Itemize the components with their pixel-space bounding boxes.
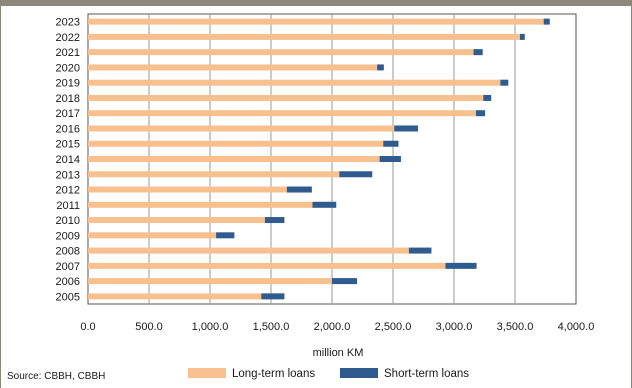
y-tick-label: 2019 bbox=[56, 78, 80, 90]
bar-long-term-2014 bbox=[88, 156, 380, 162]
y-tick-label: 2015 bbox=[56, 139, 80, 151]
y-tick-label: 2010 bbox=[56, 215, 80, 227]
frame-border-left bbox=[0, 6, 1, 388]
y-tick-label: 2023 bbox=[56, 17, 80, 29]
bar-long-term-2005 bbox=[88, 293, 262, 300]
bar-short-term-2020 bbox=[377, 64, 384, 71]
y-tick-label: 2009 bbox=[56, 230, 80, 242]
legend-label-long-term: Long-term loans bbox=[232, 368, 315, 380]
y-tick-label: 2022 bbox=[56, 32, 80, 44]
x-tick-label: 4,000.0 bbox=[558, 321, 595, 333]
y-tick-label: 2021 bbox=[56, 47, 80, 59]
y-tick-label: 2016 bbox=[56, 123, 80, 135]
bar-short-term-2022 bbox=[519, 33, 525, 40]
y-tick-label: 2014 bbox=[56, 154, 80, 166]
bar-short-term-2021 bbox=[473, 49, 483, 56]
source-note: Source: CBBH, CBBH bbox=[7, 371, 106, 382]
legend-label-short-term: Short-term loans bbox=[384, 368, 469, 380]
x-axis-title: million KM bbox=[313, 347, 364, 359]
y-tick-label: 2013 bbox=[56, 169, 80, 181]
bar-long-term-2007 bbox=[88, 262, 446, 269]
bar-long-term-2019 bbox=[88, 79, 501, 86]
x-tick-label: 500.0 bbox=[135, 321, 163, 333]
bar-long-term-2015 bbox=[88, 140, 384, 147]
x-tick-label: 2,000.0 bbox=[314, 321, 351, 333]
bar-short-term-2008 bbox=[408, 247, 432, 254]
bar-short-term-2006 bbox=[332, 278, 358, 285]
bar-long-term-2016 bbox=[88, 125, 395, 132]
y-tick-label: 2018 bbox=[56, 93, 80, 105]
bar-short-term-2007 bbox=[445, 262, 477, 269]
legend-swatch-short-term bbox=[340, 368, 378, 378]
y-tick-label: 2005 bbox=[56, 291, 80, 303]
y-tick-label: 2011 bbox=[56, 200, 80, 212]
x-tick-label: 1,000.0 bbox=[192, 321, 229, 333]
header-band bbox=[0, 0, 632, 6]
bar-short-term-2010 bbox=[264, 217, 285, 224]
y-tick-label: 2006 bbox=[56, 276, 80, 288]
bar-short-term-2017 bbox=[475, 110, 486, 117]
bar-long-term-2012 bbox=[88, 186, 287, 193]
bar-long-term-2013 bbox=[88, 171, 340, 178]
y-tick-label: 2017 bbox=[56, 108, 80, 120]
bar-short-term-2005 bbox=[261, 293, 285, 300]
bar-long-term-2017 bbox=[88, 110, 476, 117]
bar-short-term-2012 bbox=[286, 186, 312, 193]
bar-long-term-2006 bbox=[88, 278, 332, 285]
x-tick-label: 3,000.0 bbox=[436, 321, 473, 333]
bar-short-term-2014 bbox=[379, 156, 401, 162]
y-tick-label: 2008 bbox=[56, 246, 80, 258]
y-tick-label: 2020 bbox=[56, 62, 80, 74]
x-tick-label: 3,500.0 bbox=[497, 321, 534, 333]
bar-long-term-2011 bbox=[88, 201, 313, 208]
bar-long-term-2022 bbox=[88, 33, 520, 40]
bar-short-term-2016 bbox=[394, 125, 419, 132]
bar-short-term-2013 bbox=[339, 171, 373, 178]
bar-long-term-2021 bbox=[88, 49, 474, 56]
y-tick-label: 2007 bbox=[56, 261, 80, 273]
bar-short-term-2015 bbox=[383, 140, 399, 147]
bar-short-term-2023 bbox=[543, 18, 550, 25]
bar-short-term-2018 bbox=[483, 94, 492, 101]
x-tick-label: 0.0 bbox=[80, 321, 95, 333]
bar-long-term-2018 bbox=[88, 94, 484, 101]
bar-long-term-2023 bbox=[88, 18, 544, 25]
x-tick-label: 1,500.0 bbox=[253, 321, 290, 333]
bar-long-term-2009 bbox=[88, 232, 217, 239]
bar-long-term-2010 bbox=[88, 217, 265, 224]
bar-long-term-2020 bbox=[88, 64, 378, 71]
bar-short-term-2019 bbox=[500, 79, 509, 86]
bar-short-term-2011 bbox=[312, 201, 337, 208]
bar-short-term-2009 bbox=[216, 232, 235, 239]
y-tick-label: 2012 bbox=[56, 185, 80, 197]
bar-long-term-2008 bbox=[88, 247, 409, 254]
legend-swatch-long-term bbox=[188, 368, 226, 378]
x-tick-label: 2,500.0 bbox=[375, 321, 412, 333]
